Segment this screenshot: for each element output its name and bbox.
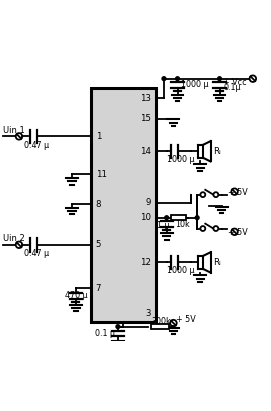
- Text: 0.47 µ: 0.47 µ: [24, 249, 49, 258]
- Text: 7: 7: [96, 284, 101, 293]
- Circle shape: [218, 77, 221, 81]
- Text: 11: 11: [96, 170, 107, 179]
- Text: 9: 9: [146, 198, 151, 207]
- Text: + 5V: + 5V: [228, 228, 247, 237]
- Circle shape: [116, 325, 120, 328]
- Circle shape: [176, 77, 179, 81]
- Circle shape: [201, 192, 205, 197]
- Text: 0.1 µ: 0.1 µ: [95, 329, 115, 338]
- Text: 1000 µ: 1000 µ: [167, 155, 195, 164]
- Text: 12: 12: [140, 258, 151, 267]
- Circle shape: [214, 226, 218, 231]
- Text: 10k: 10k: [175, 220, 189, 229]
- Circle shape: [201, 226, 205, 231]
- Text: 14: 14: [140, 147, 151, 156]
- Circle shape: [195, 216, 199, 219]
- Text: 0.1µ: 0.1µ: [223, 83, 241, 92]
- Text: 8: 8: [96, 200, 101, 209]
- Text: 3: 3: [146, 309, 151, 319]
- Circle shape: [165, 216, 169, 219]
- Circle shape: [162, 77, 166, 81]
- Text: 0.47 µ: 0.47 µ: [24, 141, 49, 150]
- Bar: [151, 324, 169, 329]
- Text: Uin 1: Uin 1: [3, 126, 24, 135]
- Text: 1 µ: 1 µ: [157, 221, 170, 230]
- Text: Uin 2: Uin 2: [3, 234, 24, 243]
- Text: 10: 10: [140, 213, 151, 222]
- Text: 13: 13: [140, 94, 151, 103]
- Bar: [172, 215, 186, 220]
- Text: 5: 5: [96, 240, 101, 249]
- Bar: [91, 88, 156, 322]
- Text: 1: 1: [96, 132, 101, 141]
- Text: Rₗ: Rₗ: [213, 258, 220, 267]
- Text: 470 µ: 470 µ: [65, 291, 88, 300]
- Text: 15: 15: [140, 114, 151, 123]
- Text: Rₗ: Rₗ: [213, 147, 220, 156]
- Text: 1000 µ: 1000 µ: [167, 266, 195, 275]
- Circle shape: [214, 192, 218, 197]
- Text: + Vcc: + Vcc: [223, 78, 247, 87]
- Text: + 5V: + 5V: [228, 188, 247, 197]
- Text: + 5V: + 5V: [176, 315, 196, 324]
- Text: 300k: 300k: [152, 317, 172, 326]
- Text: 1000 µ: 1000 µ: [181, 80, 208, 89]
